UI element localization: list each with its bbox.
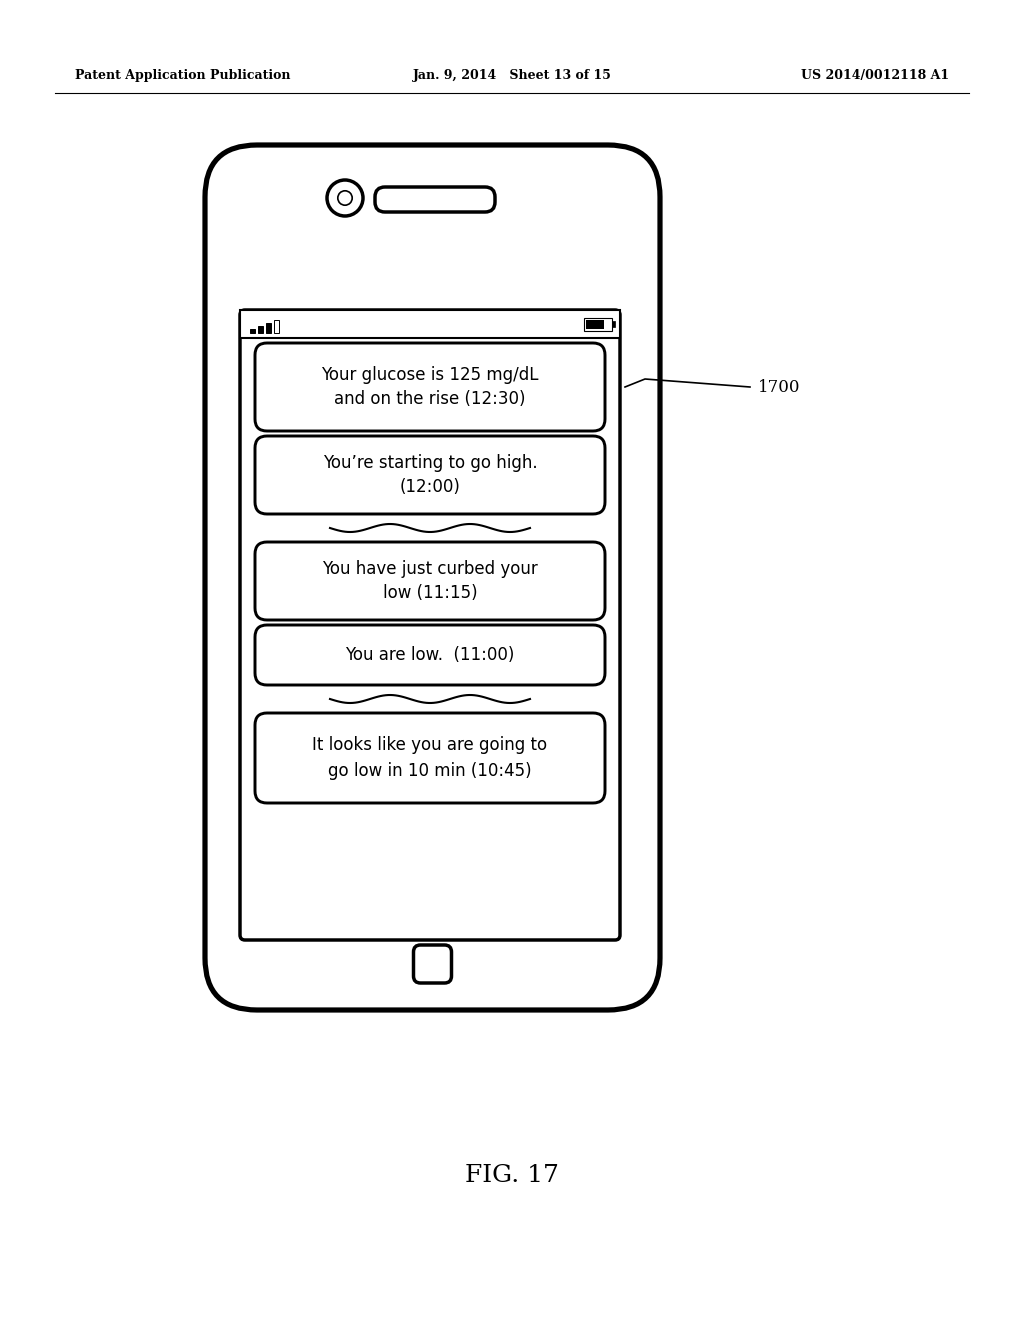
- Bar: [584, 318, 612, 330]
- Text: Patent Application Publication: Patent Application Publication: [75, 69, 291, 82]
- Text: FIG. 17: FIG. 17: [465, 1163, 559, 1187]
- FancyBboxPatch shape: [255, 713, 605, 803]
- Bar: [250, 329, 255, 333]
- Text: It looks like you are going to
go low in 10 min (10:45): It looks like you are going to go low in…: [312, 737, 548, 780]
- FancyBboxPatch shape: [240, 310, 620, 940]
- FancyBboxPatch shape: [375, 187, 495, 213]
- Text: You are low.  (11:00): You are low. (11:00): [345, 645, 515, 664]
- Bar: [266, 323, 271, 333]
- FancyBboxPatch shape: [414, 945, 452, 983]
- FancyBboxPatch shape: [205, 145, 660, 1010]
- Text: You’re starting to go high.
(12:00): You’re starting to go high. (12:00): [323, 454, 538, 496]
- Text: Your glucose is 125 mg/dL
and on the rise (12:30): Your glucose is 125 mg/dL and on the ris…: [322, 366, 539, 408]
- Bar: [274, 319, 279, 333]
- Text: 1700: 1700: [758, 379, 801, 396]
- Circle shape: [327, 180, 362, 216]
- Circle shape: [338, 191, 352, 205]
- Bar: [612, 321, 615, 326]
- Bar: [258, 326, 263, 333]
- Bar: [240, 310, 620, 338]
- Text: Jan. 9, 2014   Sheet 13 of 15: Jan. 9, 2014 Sheet 13 of 15: [413, 69, 611, 82]
- Text: US 2014/0012118 A1: US 2014/0012118 A1: [801, 69, 949, 82]
- FancyBboxPatch shape: [255, 343, 605, 432]
- Bar: [586, 319, 604, 329]
- Text: You have just curbed your
low (11:15): You have just curbed your low (11:15): [323, 560, 538, 602]
- FancyBboxPatch shape: [255, 624, 605, 685]
- FancyBboxPatch shape: [255, 436, 605, 513]
- FancyBboxPatch shape: [255, 543, 605, 620]
